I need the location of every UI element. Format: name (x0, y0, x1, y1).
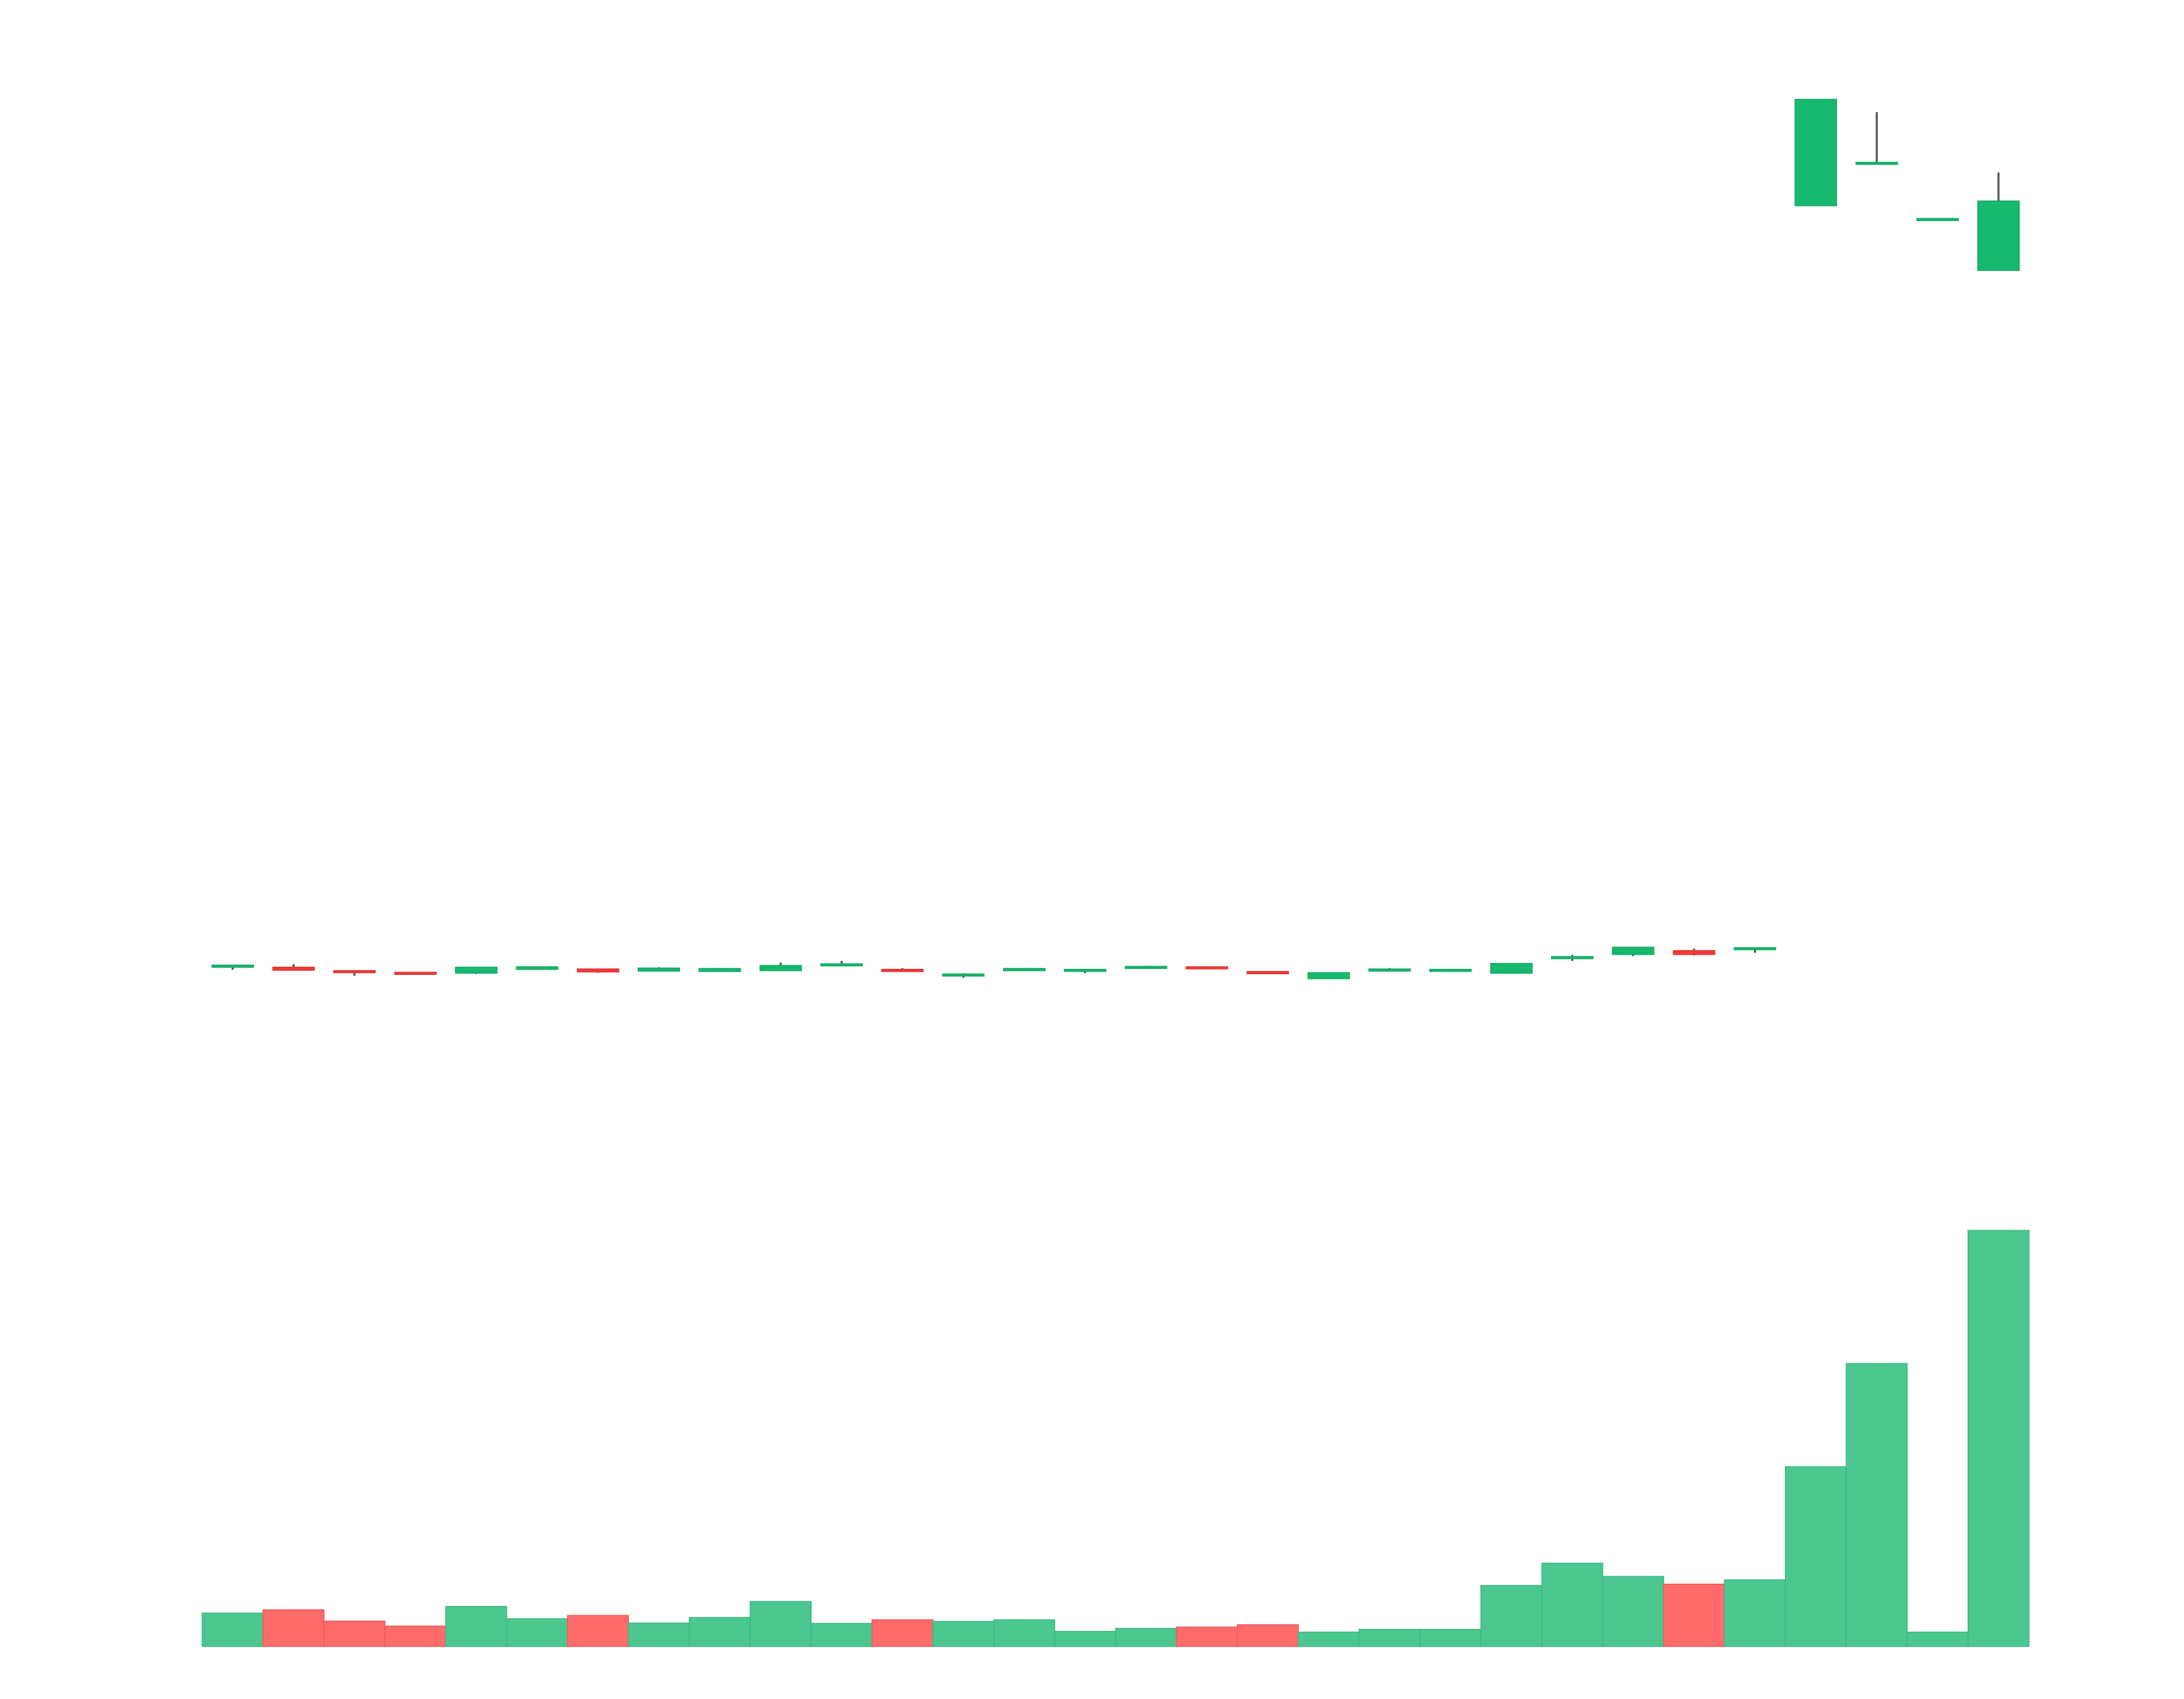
candle-body-9 (698, 967, 741, 972)
volume-bar-24 (1602, 1576, 1664, 1647)
candle-body-17 (1186, 966, 1228, 970)
volume-bar-11 (810, 1623, 873, 1647)
candle-17 (1186, 966, 1228, 970)
volume-bar-27 (1784, 1466, 1847, 1647)
candle-25 (1672, 948, 1716, 955)
volume-bar-29 (1906, 1632, 1969, 1647)
candle-body-22 (1490, 963, 1533, 974)
volume-bar-20 (1358, 1629, 1421, 1647)
candle-13 (942, 973, 985, 978)
candle-body-21 (1429, 969, 1472, 972)
candle-12 (881, 967, 924, 972)
volume-bar-25 (1663, 1583, 1726, 1647)
candle-2 (272, 964, 315, 971)
candle-body-8 (638, 967, 680, 972)
volume-bar-17 (1176, 1626, 1238, 1647)
volume-bar-7 (567, 1615, 630, 1647)
candle-body-13 (942, 973, 985, 977)
volume-bar-5 (445, 1606, 508, 1647)
volume-bar-16 (1115, 1628, 1178, 1647)
volume-bar-30 (1967, 1230, 2030, 1647)
candle-body-23 (1551, 956, 1594, 959)
candle-14 (1003, 967, 1045, 972)
candle-23 (1551, 955, 1594, 961)
candle-body-15 (1064, 969, 1107, 972)
candle-16 (1124, 965, 1167, 970)
volume-bar-14 (993, 1619, 1056, 1647)
volume-bar-13 (932, 1621, 995, 1647)
candle-21 (1429, 969, 1472, 972)
candle-body-27 (1794, 98, 1838, 206)
candle-body-24 (1612, 947, 1655, 955)
candle-11 (820, 961, 863, 967)
candle-18 (1246, 971, 1290, 974)
candle-6 (516, 966, 559, 970)
candle-body-1 (211, 964, 254, 968)
volume-bar-6 (506, 1618, 568, 1647)
volume-bar-2 (262, 1609, 325, 1647)
candle-body-20 (1368, 968, 1411, 972)
candle-body-11 (820, 963, 863, 967)
candle-29 (1916, 218, 1959, 221)
candle-body-2 (272, 966, 315, 971)
volume-bar-9 (688, 1617, 751, 1647)
volume-bar-10 (750, 1601, 812, 1647)
candle-body-10 (759, 965, 802, 972)
candle-body-5 (455, 966, 497, 974)
volume-bar-8 (628, 1622, 690, 1647)
candle-9 (698, 967, 741, 972)
volume-bar-15 (1054, 1631, 1116, 1647)
candle-3 (333, 970, 376, 976)
candle-8 (638, 967, 680, 972)
volume-bar-21 (1419, 1629, 1482, 1647)
candle-30 (1977, 172, 2020, 271)
candle-body-29 (1916, 218, 1959, 221)
candle-26 (1734, 947, 1776, 953)
volume-bar-19 (1298, 1632, 1360, 1647)
candle-body-3 (333, 970, 376, 974)
volume-bar-23 (1541, 1562, 1604, 1647)
volume-bar-3 (323, 1620, 386, 1647)
candle-10 (759, 962, 802, 972)
candle-body-26 (1734, 947, 1776, 951)
candle-body-30 (1977, 200, 2020, 271)
volume-bar-26 (1724, 1579, 1786, 1647)
volume-bar-28 (1846, 1363, 1908, 1647)
candle-body-18 (1246, 971, 1290, 974)
price-panel (211, 98, 2020, 980)
candle-body-19 (1307, 972, 1350, 980)
candle-body-25 (1672, 950, 1716, 955)
candle-5 (455, 966, 497, 974)
candle-27 (1794, 98, 1838, 206)
candle-19 (1307, 972, 1350, 980)
candle-body-14 (1003, 967, 1045, 972)
candle-body-7 (576, 968, 619, 973)
candle-20 (1368, 967, 1411, 972)
candle-1 (211, 964, 254, 970)
volume-bar-18 (1236, 1624, 1299, 1647)
candle-body-12 (881, 969, 924, 972)
candle-4 (394, 972, 437, 975)
volume-bar-22 (1480, 1584, 1543, 1647)
volume-bar-12 (871, 1619, 934, 1647)
candle-body-6 (516, 966, 559, 970)
candle-body-28 (1855, 162, 1898, 165)
volume-bar-1 (202, 1612, 264, 1647)
candle-24 (1612, 947, 1655, 957)
candle-body-16 (1124, 965, 1167, 970)
candle-7 (576, 968, 619, 973)
candle-15 (1064, 969, 1107, 974)
candle-body-4 (394, 972, 437, 975)
candle-22 (1490, 963, 1533, 974)
candle-28 (1855, 112, 1898, 165)
volume-bar-4 (384, 1626, 447, 1647)
volume-panel (202, 1230, 2030, 1647)
